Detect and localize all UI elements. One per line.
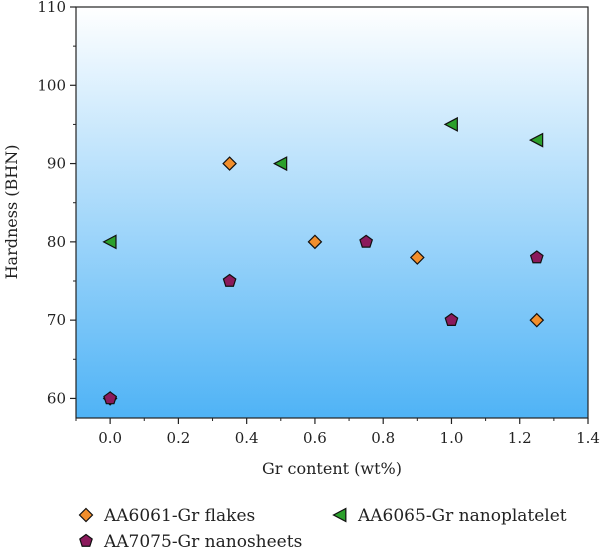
legend-label-2: AA7075-Gr nanosheets (103, 532, 302, 549)
legend-marker-2 (79, 533, 93, 547)
y-tick-label: 70 (47, 311, 66, 329)
x-tick-label: 0.2 (166, 429, 190, 447)
x-tick-label: 1.4 (576, 429, 600, 447)
y-tick-label: 90 (47, 155, 66, 173)
data-points (102, 116, 545, 406)
axis-ticks: 0.0 0.2 0.4 0.6 0.8 1.0 1.2 1.4 60 70 80 90 100 110 (37, 0, 600, 447)
data-point-series-1 (443, 116, 458, 132)
legend-marker-0 (78, 507, 94, 523)
x-tick-label: 0.6 (303, 429, 327, 447)
legend-label-0: AA6061-Gr flakes (103, 506, 255, 526)
y-tick-label: 60 (47, 389, 66, 407)
y-tick-label: 100 (37, 76, 66, 94)
data-point-series-1 (529, 132, 544, 148)
data-point-series-1 (273, 156, 288, 172)
x-tick-label: 0.4 (235, 429, 259, 447)
plot-area (75, 6, 589, 419)
x-tick-label: 1.2 (508, 429, 532, 447)
data-point-series-0 (409, 250, 425, 265)
data-point-series-0 (529, 312, 545, 328)
legend-marker-1 (332, 507, 347, 523)
x-tick-label: 0.0 (98, 429, 122, 447)
data-point-series-2 (222, 273, 237, 287)
data-point-series-2 (444, 312, 459, 326)
x-tick-label: 1.0 (440, 429, 464, 447)
data-point-series-2 (359, 234, 374, 248)
y-tick-label: 110 (37, 0, 66, 16)
x-axis-title: Gr content (wt%) (262, 459, 402, 478)
y-axis-title: Hardness (BHN) (2, 145, 21, 280)
data-point-series-2 (103, 391, 118, 405)
data-point-series-0 (222, 156, 237, 171)
x-tick-label: 0.8 (371, 429, 395, 447)
y-tick-label: 80 (47, 233, 66, 251)
legend: AA6061-Gr flakes AA6065-Gr nanoplatelet AA… (78, 506, 567, 549)
data-point-series-0 (307, 234, 323, 250)
data-point-series-2 (529, 250, 544, 264)
legend-label-1: AA6065-Gr nanoplatelet (357, 506, 567, 526)
data-point-series-1 (102, 234, 117, 250)
